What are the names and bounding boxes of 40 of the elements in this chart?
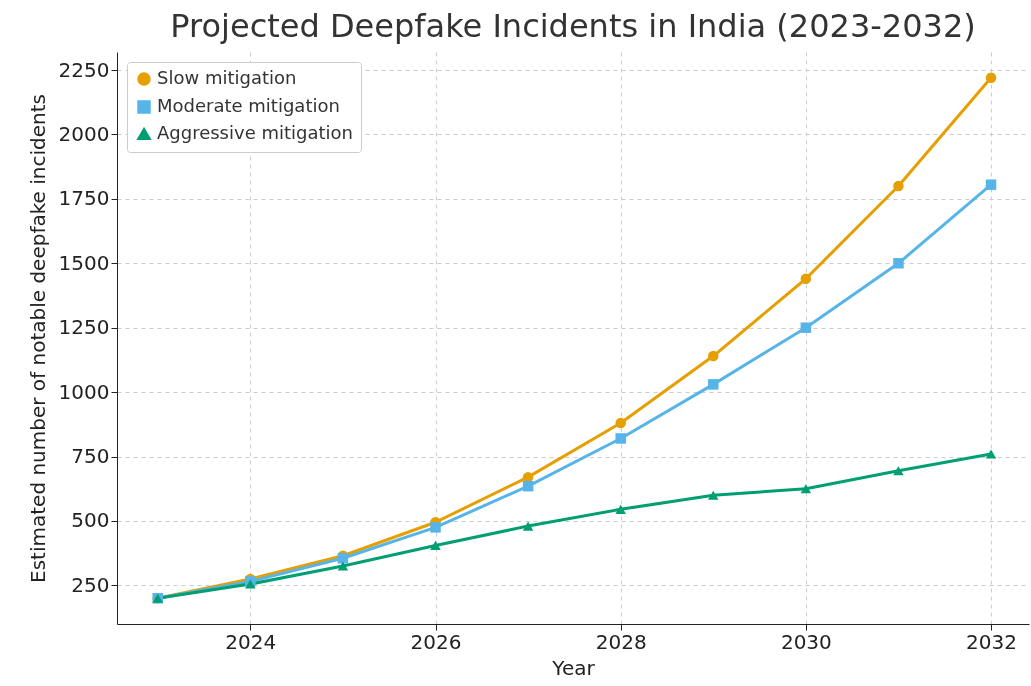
point: [430, 540, 441, 550]
point: [893, 258, 904, 269]
y-tick-label: 2250: [58, 57, 110, 82]
point: [337, 561, 349, 571]
y-tick-label: 1750: [58, 186, 110, 211]
x-tick-label: 2032: [966, 629, 1017, 654]
point: [985, 179, 997, 190]
chart-title: Projected Deepfake Incidents in India (2023-2032): [170, 7, 976, 45]
point: [522, 480, 534, 492]
point: [985, 72, 997, 83]
point: [800, 273, 812, 284]
x-tick-label: 2024: [225, 629, 277, 654]
point: [615, 504, 626, 514]
x-tick-label: 2030: [780, 629, 832, 654]
legend-label: Slow mitigation: [157, 67, 297, 88]
y-tick-label: 2000: [58, 121, 110, 146]
y-axis-title: Estimated number of notable deepfake incidents: [25, 94, 50, 583]
point: [893, 180, 904, 192]
point: [430, 522, 441, 533]
point: [893, 466, 904, 476]
x-tick-label: 2026: [410, 629, 462, 654]
point: [708, 350, 719, 362]
y-tick-label: 500: [71, 508, 110, 533]
point: [615, 433, 626, 444]
point: [708, 490, 719, 500]
y-tick-label: 250: [71, 572, 110, 597]
legend-label: Moderate mitigation: [157, 95, 340, 116]
y-tick-label: 1250: [58, 315, 110, 340]
point: [800, 322, 812, 333]
x-tick-label: 2028: [595, 629, 647, 654]
y-tick-label: 1500: [58, 250, 110, 275]
y-tick-label: 1000: [58, 379, 110, 404]
point: [522, 521, 534, 531]
point: [615, 417, 626, 429]
point: [985, 449, 997, 459]
legend-label: Aggressive mitigation: [157, 122, 353, 143]
y-tick-label: 750: [71, 444, 110, 469]
point: [800, 484, 812, 494]
x-axis-title: Year: [551, 655, 596, 680]
point: [708, 379, 719, 390]
